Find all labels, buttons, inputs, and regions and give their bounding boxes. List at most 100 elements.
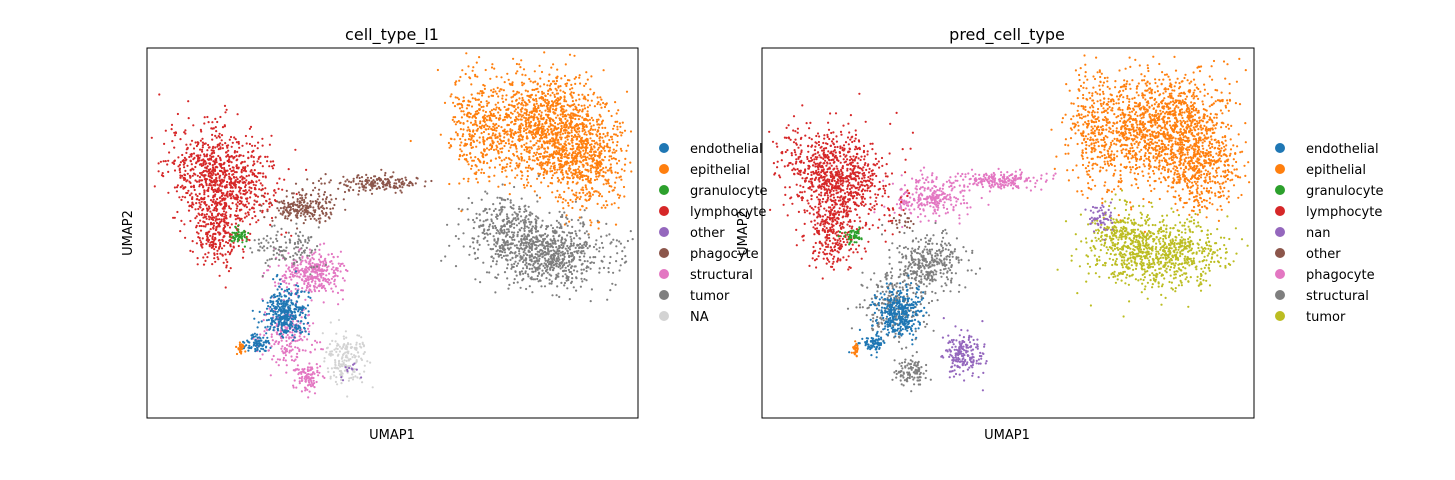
data-point <box>511 213 514 216</box>
data-point <box>552 235 555 238</box>
data-point <box>586 146 589 149</box>
data-point <box>533 103 536 106</box>
data-point <box>313 286 316 289</box>
data-point <box>608 159 611 162</box>
data-point <box>566 244 569 248</box>
data-point <box>569 116 573 119</box>
data-point <box>543 169 547 172</box>
data-point <box>587 236 591 239</box>
data-point <box>318 221 321 224</box>
data-point <box>518 162 521 165</box>
data-point <box>522 277 525 281</box>
data-point <box>517 218 520 221</box>
data-point <box>249 232 252 235</box>
data-point <box>276 182 279 185</box>
data-point <box>601 119 605 122</box>
data-point <box>583 232 587 235</box>
data-point <box>574 152 577 155</box>
data-point <box>469 156 472 159</box>
data-point <box>513 226 516 229</box>
data-point <box>473 132 476 136</box>
data-point <box>492 148 496 151</box>
data-point <box>608 233 611 236</box>
data-point <box>560 152 563 155</box>
data-point <box>546 164 549 167</box>
data-point <box>544 100 547 103</box>
data-point <box>557 102 560 105</box>
data-point <box>327 281 330 284</box>
data-point <box>215 221 218 224</box>
data-point <box>235 193 238 196</box>
data-point <box>539 234 542 237</box>
data-point <box>244 212 247 215</box>
data-point <box>192 203 195 206</box>
data-point <box>597 101 600 104</box>
data-point <box>213 180 216 184</box>
data-point <box>492 257 495 260</box>
data-point <box>626 239 630 243</box>
data-point <box>301 256 304 259</box>
data-point <box>582 268 586 271</box>
data-point <box>518 125 521 128</box>
data-point <box>490 89 493 92</box>
data-point <box>600 168 603 171</box>
data-point <box>469 143 472 146</box>
data-point <box>532 81 535 84</box>
data-point <box>494 207 497 211</box>
data-point <box>539 152 543 155</box>
data-point <box>546 146 549 149</box>
data-point <box>527 118 530 122</box>
data-point <box>232 169 235 172</box>
data-point <box>284 215 287 218</box>
data-point <box>609 255 612 259</box>
data-point <box>350 181 353 184</box>
data-point <box>523 227 526 230</box>
data-point <box>606 298 609 301</box>
data-point <box>580 188 583 191</box>
data-point <box>584 117 587 120</box>
data-point <box>576 270 579 273</box>
data-point <box>525 287 528 291</box>
data-point <box>471 159 474 162</box>
data-point <box>242 169 246 172</box>
data-point <box>574 198 578 201</box>
data-point <box>471 97 474 100</box>
data-point <box>507 78 510 81</box>
data-point <box>219 252 222 255</box>
data-point <box>197 221 200 225</box>
data-point <box>539 155 542 158</box>
data-point <box>219 147 222 150</box>
data-point <box>233 197 236 200</box>
data-point <box>542 246 546 250</box>
data-point <box>600 106 603 109</box>
data-point <box>243 245 246 248</box>
data-point <box>523 205 526 208</box>
data-point <box>581 186 584 189</box>
data-point <box>576 181 579 184</box>
data-point <box>561 201 564 204</box>
data-point <box>199 154 202 157</box>
data-point <box>551 174 555 177</box>
data-point <box>324 220 327 223</box>
data-point <box>214 205 218 208</box>
data-point <box>223 176 226 179</box>
data-point <box>262 194 265 197</box>
data-point <box>513 278 516 281</box>
data-point <box>578 76 581 79</box>
data-point <box>347 180 351 183</box>
data-point <box>480 105 483 109</box>
data-point <box>325 197 328 201</box>
data-point <box>469 152 472 155</box>
data-point <box>563 100 566 103</box>
data-point <box>474 73 477 76</box>
data-point <box>261 209 264 212</box>
data-point <box>460 150 463 153</box>
data-point <box>235 203 238 206</box>
data-point <box>561 115 565 118</box>
data-point <box>273 189 276 192</box>
data-point <box>571 189 574 192</box>
data-point <box>342 198 345 201</box>
data-point <box>319 177 322 180</box>
data-point <box>299 197 302 200</box>
data-point <box>253 203 256 206</box>
